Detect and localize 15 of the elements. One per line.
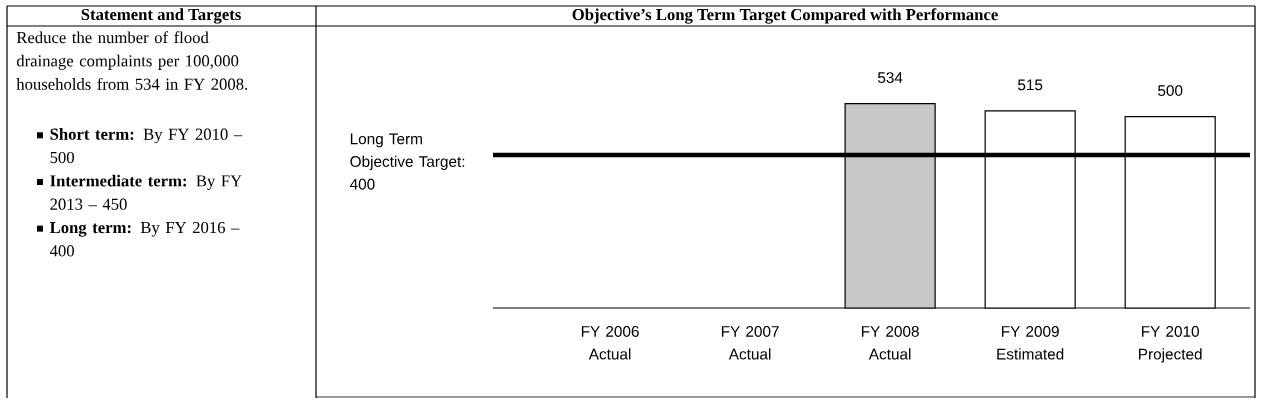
x-tick-label: FY 2009 Estimated bbox=[997, 326, 1064, 360]
text: Short term: By FY 2010 – 500 bbox=[50, 128, 243, 164]
x-tick-label: FY 2010 Projected bbox=[1139, 326, 1202, 363]
x-tick-label: FY 2007 Actual bbox=[721, 326, 779, 360]
x-tick-label: FY 2006 Actual bbox=[581, 326, 639, 360]
chart-title: Objective’s Long Term Target Compared with Performance bbox=[572, 8, 998, 24]
ref-line-label: Long Term Objective Target: 400 bbox=[349, 133, 465, 190]
x-tick-label: FY 2008 Actual bbox=[861, 326, 919, 360]
text: Statement and Targets bbox=[81, 8, 241, 24]
data-label: 500 bbox=[1158, 85, 1183, 96]
text: Reduce the number of flood drainage complaints per 100,000 households from 534 in FY 2008. bbox=[16, 31, 248, 90]
data-label: 515 bbox=[1017, 79, 1043, 91]
text: Long term: By FY 2016 – 400 bbox=[49, 221, 240, 257]
data-label: 534 bbox=[877, 72, 903, 83]
text: Intermediate term: By FY 2013 – 450 bbox=[50, 174, 242, 210]
